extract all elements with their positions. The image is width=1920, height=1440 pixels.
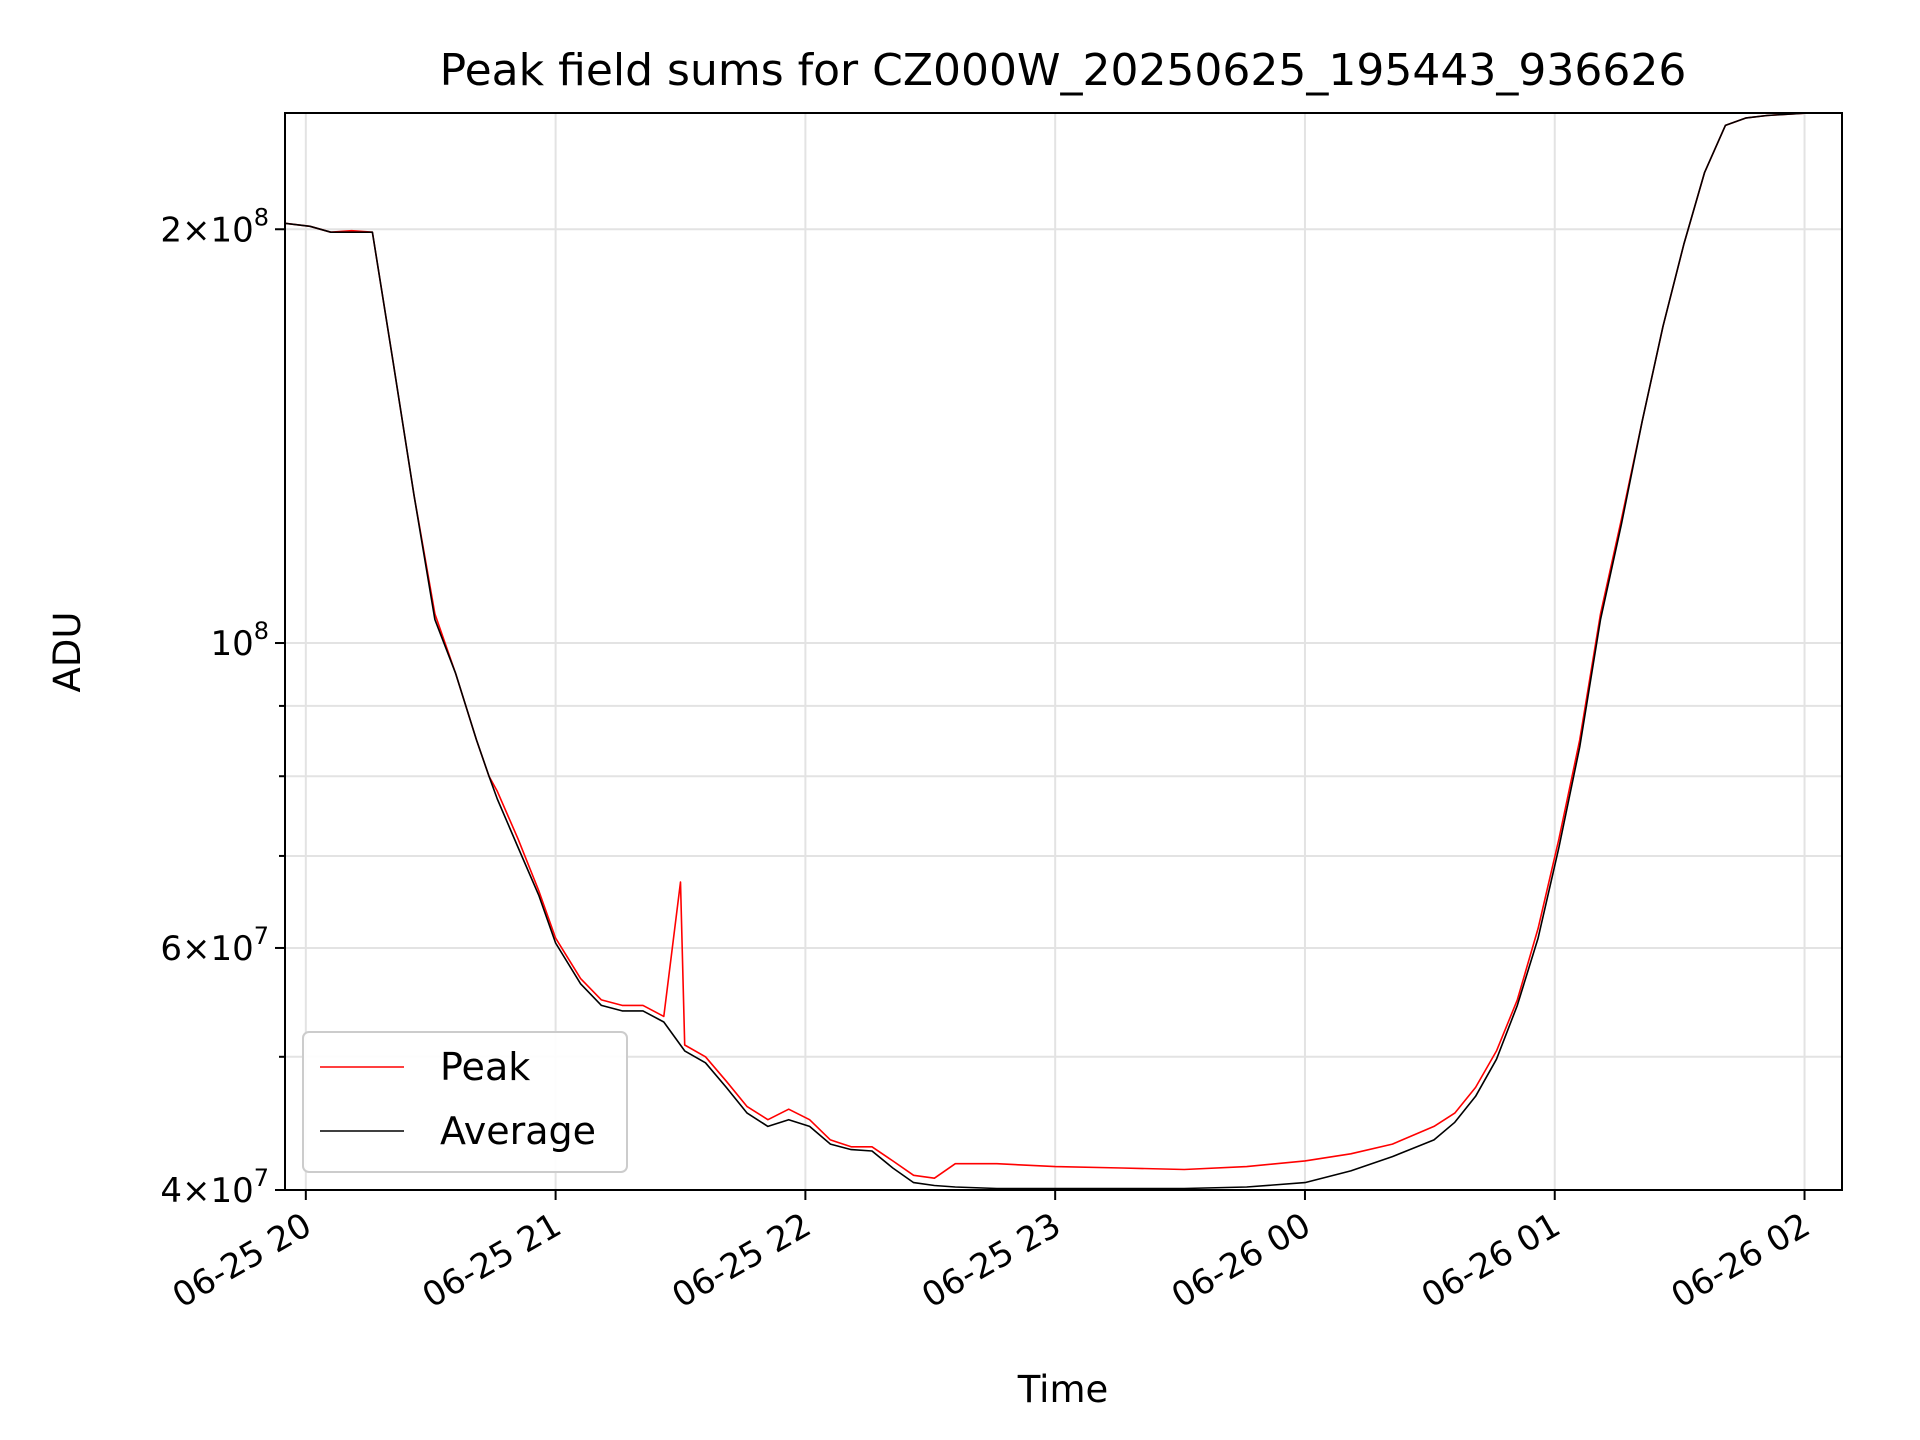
legend: Peak Average bbox=[302, 1031, 628, 1173]
y-tick-exponent: 7 bbox=[254, 1164, 269, 1192]
y-tick-mantissa: 2×10 bbox=[160, 210, 253, 250]
y-axis-label: ADU bbox=[46, 612, 89, 693]
y-tick-mantissa: 10 bbox=[210, 624, 253, 664]
y-tick-label: 6×107 bbox=[160, 922, 269, 969]
plot-frame bbox=[284, 112, 1843, 1191]
plot-lines bbox=[284, 112, 1842, 1190]
legend-average-label: Average bbox=[440, 1109, 596, 1153]
series-line-average bbox=[284, 112, 1842, 1190]
y-tick-mantissa: 4×10 bbox=[160, 1171, 253, 1211]
y-tick-exponent: 7 bbox=[254, 922, 269, 950]
x-axis-label: Time bbox=[1017, 1368, 1109, 1411]
chart-title: Peak field sums for CZ000W_20250625_1954… bbox=[440, 45, 1687, 96]
legend-peak-label: Peak bbox=[440, 1045, 530, 1089]
y-tick-exponent: 8 bbox=[254, 617, 269, 645]
y-tick-mantissa: 6×10 bbox=[160, 929, 253, 969]
y-tick-label: 2×108 bbox=[160, 203, 269, 250]
y-tick-exponent: 8 bbox=[254, 203, 269, 231]
series-line-peak bbox=[284, 112, 1842, 1179]
y-tick-label: 108 bbox=[210, 617, 269, 664]
y-tick-label: 4×107 bbox=[160, 1164, 269, 1211]
